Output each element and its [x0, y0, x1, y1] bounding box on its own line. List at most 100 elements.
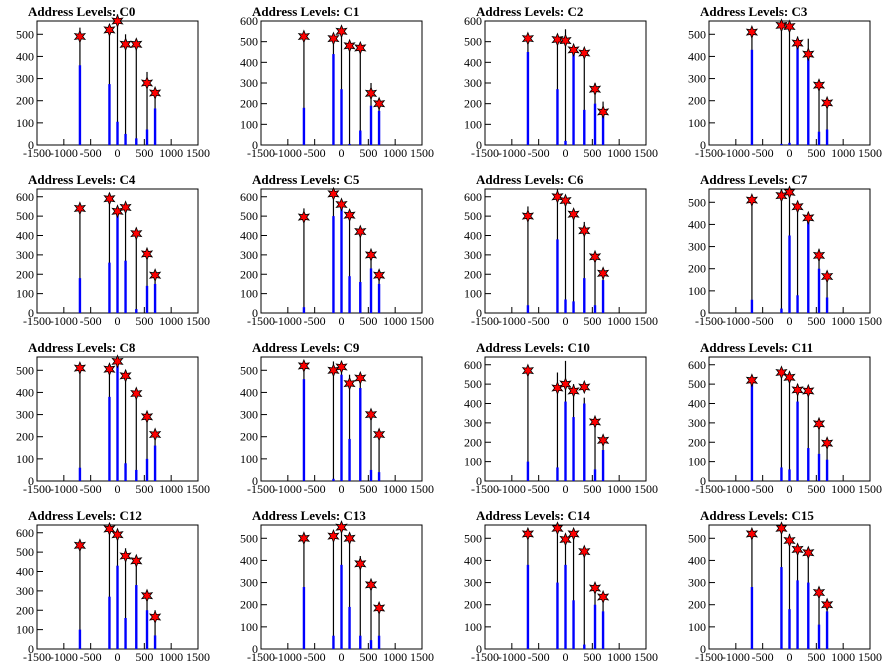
- star-marker-icon: [812, 416, 826, 431]
- x-tick-label: 1000: [159, 146, 183, 160]
- y-tick-label: 200: [16, 603, 34, 617]
- x-tick-label: 1500: [634, 314, 658, 328]
- x-tick-label: -1000: [274, 146, 302, 160]
- x-tick-label: -1500: [247, 146, 275, 160]
- fill-bar: [108, 262, 111, 313]
- x-tick-label: -500: [304, 482, 326, 496]
- x-tick-label: -1500: [23, 146, 51, 160]
- fill-bar: [583, 403, 586, 481]
- x-tick-label: 1500: [410, 146, 434, 160]
- x-tick-label: -500: [528, 482, 550, 496]
- y-tick-label: 400: [240, 229, 258, 243]
- fill-bar: [807, 217, 810, 313]
- star-marker-icon: [140, 75, 154, 91]
- chart-panel: Address Levels: C7 -1500 -1000 -500 0 500 1000…: [672, 168, 896, 336]
- star-marker-icon: [130, 226, 143, 241]
- y-tick-label: 200: [464, 435, 482, 449]
- fill-bar: [601, 450, 605, 481]
- fill-bar: [583, 278, 586, 313]
- y-tick-label: 500: [688, 195, 706, 209]
- y-tick-label: 0: [28, 306, 34, 320]
- star-marker-icon: [551, 521, 564, 536]
- x-tick-label: 1000: [607, 314, 631, 328]
- star-marker-icon: [567, 42, 580, 57]
- star-marker-icon: [327, 31, 340, 46]
- fill-bar: [601, 611, 605, 649]
- x-tick-label: 1500: [410, 314, 434, 328]
- y-tick-label: 400: [688, 553, 706, 567]
- fill-bar: [116, 565, 119, 649]
- x-tick-label: -1500: [695, 146, 723, 160]
- y-tick-label: 0: [252, 474, 258, 488]
- star-marker-icon: [372, 427, 386, 442]
- star-marker-icon: [372, 600, 386, 616]
- star-marker-icon: [148, 609, 162, 625]
- y-tick-label: 200: [688, 598, 706, 612]
- chart-panel: Address Levels: C14 -1500 -1000 -500 0 500 100…: [448, 504, 672, 672]
- fill-bar: [593, 469, 597, 481]
- x-tick-label: -1000: [498, 482, 526, 496]
- y-tick-label: 0: [700, 642, 706, 656]
- y-tick-label: 100: [464, 117, 482, 131]
- x-tick-label: -1500: [23, 650, 51, 664]
- fill-bar: [556, 239, 559, 313]
- star-marker-icon: [372, 96, 386, 111]
- y-tick-label: 0: [28, 474, 34, 488]
- x-tick-label: 1000: [159, 314, 183, 328]
- x-tick-label: 500: [359, 650, 377, 664]
- x-tick-label: -500: [304, 146, 326, 160]
- fill-bar: [348, 438, 351, 481]
- x-tick-label: -500: [528, 146, 550, 160]
- fill-bar: [135, 585, 138, 649]
- x-tick-label: 0: [787, 146, 793, 160]
- fill-bar: [145, 458, 149, 481]
- x-tick-label: 0: [787, 314, 793, 328]
- star-marker-icon: [327, 529, 340, 544]
- y-tick-label: 500: [464, 531, 482, 545]
- x-tick-label: -1500: [695, 314, 723, 328]
- x-tick-label: -1000: [498, 146, 526, 160]
- star-marker-icon: [364, 407, 378, 422]
- fill-bar: [332, 216, 335, 313]
- x-tick-label: 0: [787, 482, 793, 496]
- x-tick-label: -1000: [498, 650, 526, 664]
- star-marker-icon: [343, 531, 356, 546]
- fill-bar: [796, 295, 799, 313]
- x-tick-label: 1000: [831, 482, 855, 496]
- chart-panel: Address Levels: C2 -1500 -1000 -500 0 500 1000…: [448, 0, 672, 168]
- y-tick-label: 100: [688, 620, 706, 634]
- fill-bar: [369, 640, 373, 649]
- fill-bar: [124, 260, 127, 313]
- x-tick-label: 1500: [858, 146, 882, 160]
- chart-svg: -1500-1000 -500 0 500 1000 1500 0 100 200 300 400 5…: [464, 14, 658, 160]
- fill-bar: [116, 365, 119, 481]
- star-marker-icon: [567, 207, 580, 222]
- fill-bar: [526, 305, 530, 313]
- fill-bar: [332, 635, 335, 649]
- fill-bar: [825, 459, 829, 481]
- star-marker-icon: [140, 409, 154, 424]
- chart-panel: Address Levels: C5 -1500 -1000 -500 0 500 1000…: [224, 168, 448, 336]
- star-marker-icon: [297, 358, 311, 374]
- star-marker-icon: [791, 199, 804, 214]
- y-tick-label: 0: [252, 138, 258, 152]
- chart-title: Address Levels: C12: [28, 508, 142, 523]
- y-tick-label: 400: [688, 397, 706, 411]
- y-tick-label: 500: [240, 35, 258, 49]
- fill-bar: [825, 611, 829, 649]
- star-marker-icon: [588, 580, 602, 596]
- y-tick-label: 300: [464, 76, 482, 90]
- y-tick-label: 100: [16, 116, 34, 130]
- star-marker-icon: [812, 248, 826, 263]
- y-tick-label: 100: [16, 452, 34, 466]
- y-tick-label: 600: [240, 190, 258, 204]
- star-marker-icon: [327, 186, 340, 201]
- fill-bar: [593, 305, 597, 313]
- y-tick-label: 0: [700, 138, 706, 152]
- y-tick-label: 200: [16, 267, 34, 281]
- x-tick-label: 1000: [607, 650, 631, 664]
- x-tick-label: 1500: [858, 482, 882, 496]
- chart-title: Address Levels: C5: [252, 172, 360, 187]
- x-tick-label: 1500: [634, 146, 658, 160]
